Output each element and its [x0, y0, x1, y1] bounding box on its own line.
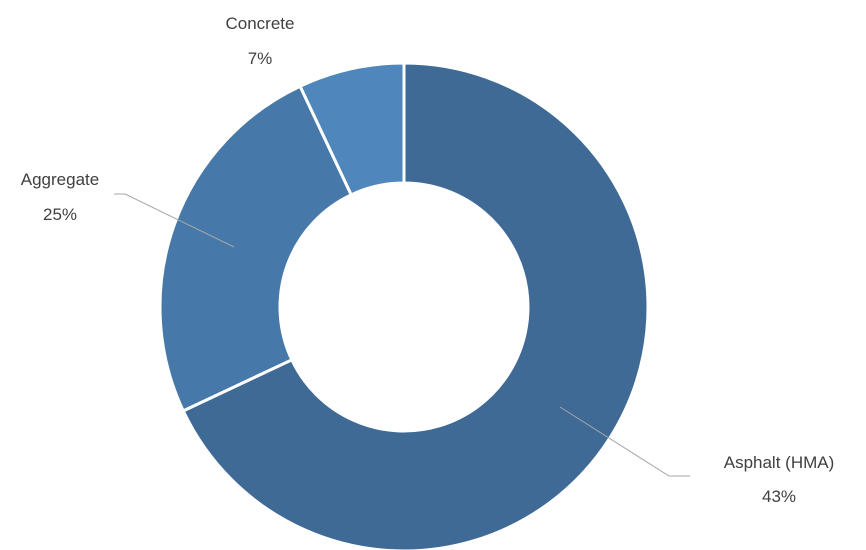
data-label-aggregate: Aggregate 25%	[21, 170, 99, 224]
donut-slice-aggregate	[158, 84, 354, 413]
data-label-concrete-name: Concrete	[226, 14, 295, 33]
data-label-concrete: Concrete 7%	[226, 14, 295, 68]
data-label-asphalt: Asphalt (HMA) 43%	[724, 453, 835, 506]
data-label-aggregate-name: Aggregate	[21, 170, 99, 189]
donut-slices	[158, 61, 650, 550]
leader-line-asphalt	[559, 406, 690, 477]
data-label-asphalt-name: Asphalt (HMA)	[724, 453, 835, 472]
leader-line-aggregate	[114, 193, 235, 248]
donut-slice-asphalt-hma	[181, 61, 650, 550]
leader-lines	[114, 193, 690, 477]
data-label-concrete-value: 7%	[248, 49, 273, 68]
data-label-aggregate-value: 25%	[43, 205, 77, 224]
data-label-asphalt-value: 43%	[762, 487, 796, 506]
donut-slice-concrete	[298, 61, 406, 197]
